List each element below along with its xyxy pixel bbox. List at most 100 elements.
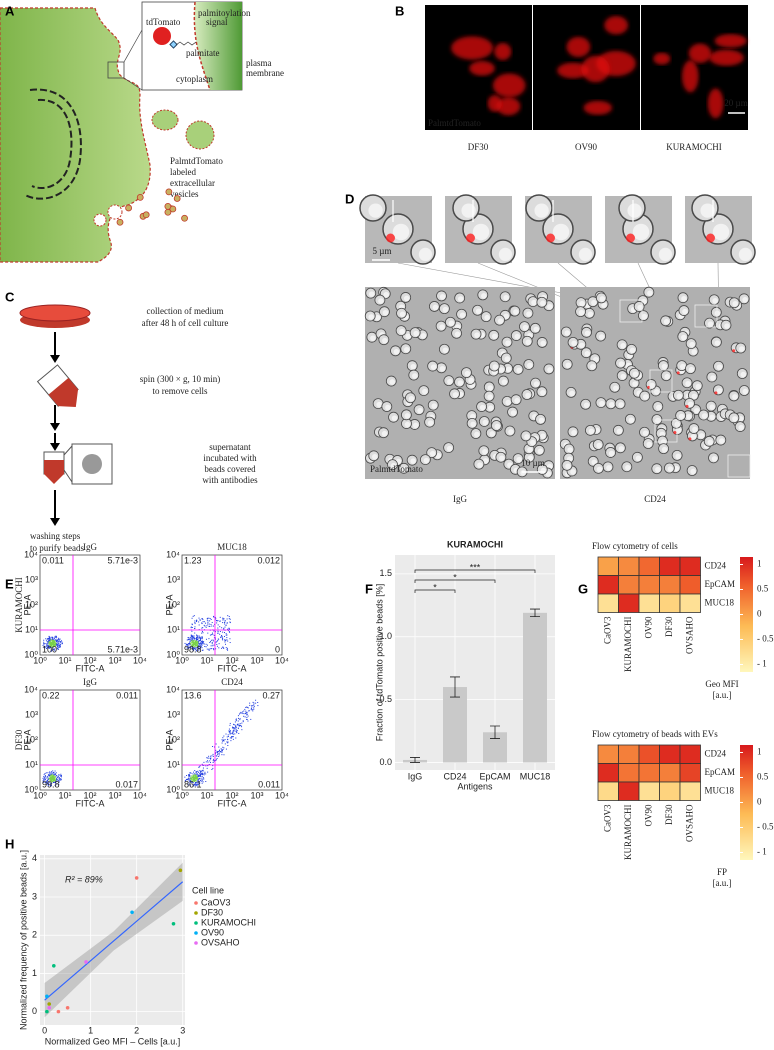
event <box>186 775 188 777</box>
event <box>213 644 215 646</box>
event <box>58 644 60 646</box>
bead-highlight <box>393 349 400 355</box>
event <box>217 627 219 629</box>
bead-highlight <box>503 313 509 320</box>
event <box>211 634 213 636</box>
bead-highlight <box>681 334 687 341</box>
x-tick-label: 10³ <box>250 790 263 800</box>
bead-highlight <box>482 458 489 464</box>
cell-signal <box>688 43 712 64</box>
event <box>235 726 237 728</box>
bead-highlight <box>632 371 639 378</box>
plot-title: MUC18 <box>217 542 247 552</box>
event <box>251 706 253 708</box>
y-tick-label: 0.0 <box>379 757 392 767</box>
event <box>212 645 214 647</box>
event <box>54 780 56 782</box>
heatmap-cell <box>618 593 640 613</box>
event <box>195 640 197 642</box>
event <box>51 780 53 782</box>
event <box>188 778 190 780</box>
event <box>212 615 214 617</box>
event <box>229 724 231 726</box>
event <box>228 628 230 630</box>
event <box>210 645 212 647</box>
event <box>215 759 217 761</box>
y-axis-label: PE-A <box>22 594 32 615</box>
event <box>189 636 191 638</box>
event <box>245 710 247 712</box>
event <box>208 648 210 650</box>
event <box>44 776 46 778</box>
event <box>189 772 191 774</box>
heatmap-cell <box>597 575 619 595</box>
bead-highlight <box>569 390 575 397</box>
event <box>207 622 209 624</box>
event <box>211 642 213 644</box>
bead-highlight <box>571 340 577 347</box>
event <box>53 648 55 650</box>
bead-highlight <box>571 430 577 436</box>
event <box>198 777 200 779</box>
event <box>43 781 45 783</box>
y-tick-label: 10¹ <box>167 624 180 634</box>
event <box>199 776 201 778</box>
event <box>213 625 215 627</box>
event <box>198 774 200 776</box>
fit-line <box>44 881 184 1001</box>
event <box>222 740 224 742</box>
event <box>246 718 248 720</box>
event <box>188 637 190 639</box>
bead-highlight <box>376 401 382 408</box>
event <box>43 777 45 779</box>
event <box>232 736 234 738</box>
event <box>217 631 219 633</box>
event <box>195 620 197 622</box>
panel-label: H <box>5 836 14 851</box>
event <box>193 771 195 773</box>
x-tick-label: 10⁴ <box>133 655 147 665</box>
event <box>202 632 204 634</box>
event <box>223 747 225 749</box>
event <box>51 642 53 644</box>
event <box>229 730 231 732</box>
event <box>246 711 248 713</box>
event <box>50 779 52 781</box>
event <box>212 758 214 760</box>
event <box>226 622 228 624</box>
event <box>49 643 51 645</box>
event <box>52 647 54 649</box>
event <box>45 638 47 640</box>
event <box>59 638 61 640</box>
event <box>49 772 51 774</box>
bead-highlight <box>613 385 619 392</box>
heatmap-cell <box>618 744 640 764</box>
bead-highlight <box>618 446 625 452</box>
event <box>203 765 205 767</box>
heatmap-cell <box>659 744 681 764</box>
event <box>252 701 254 703</box>
quadrant-value: 1.23 <box>184 555 202 565</box>
event <box>55 643 57 645</box>
event <box>218 746 220 748</box>
event <box>248 710 250 712</box>
bead-highlight <box>590 364 596 370</box>
bead-highlight <box>578 309 585 316</box>
event <box>206 625 208 627</box>
event <box>201 770 203 772</box>
event <box>229 631 231 633</box>
bead-highlight <box>402 466 408 473</box>
event <box>228 731 230 733</box>
event <box>58 774 60 776</box>
event <box>49 638 51 640</box>
event <box>194 627 196 629</box>
event <box>199 639 201 641</box>
event <box>46 782 48 784</box>
bead-highlight <box>470 421 476 428</box>
event <box>195 641 197 643</box>
bead-highlight <box>370 335 376 341</box>
bead-highlight <box>710 375 716 381</box>
event <box>213 630 215 632</box>
bead-highlight <box>474 332 480 338</box>
bead-highlight <box>618 402 624 408</box>
